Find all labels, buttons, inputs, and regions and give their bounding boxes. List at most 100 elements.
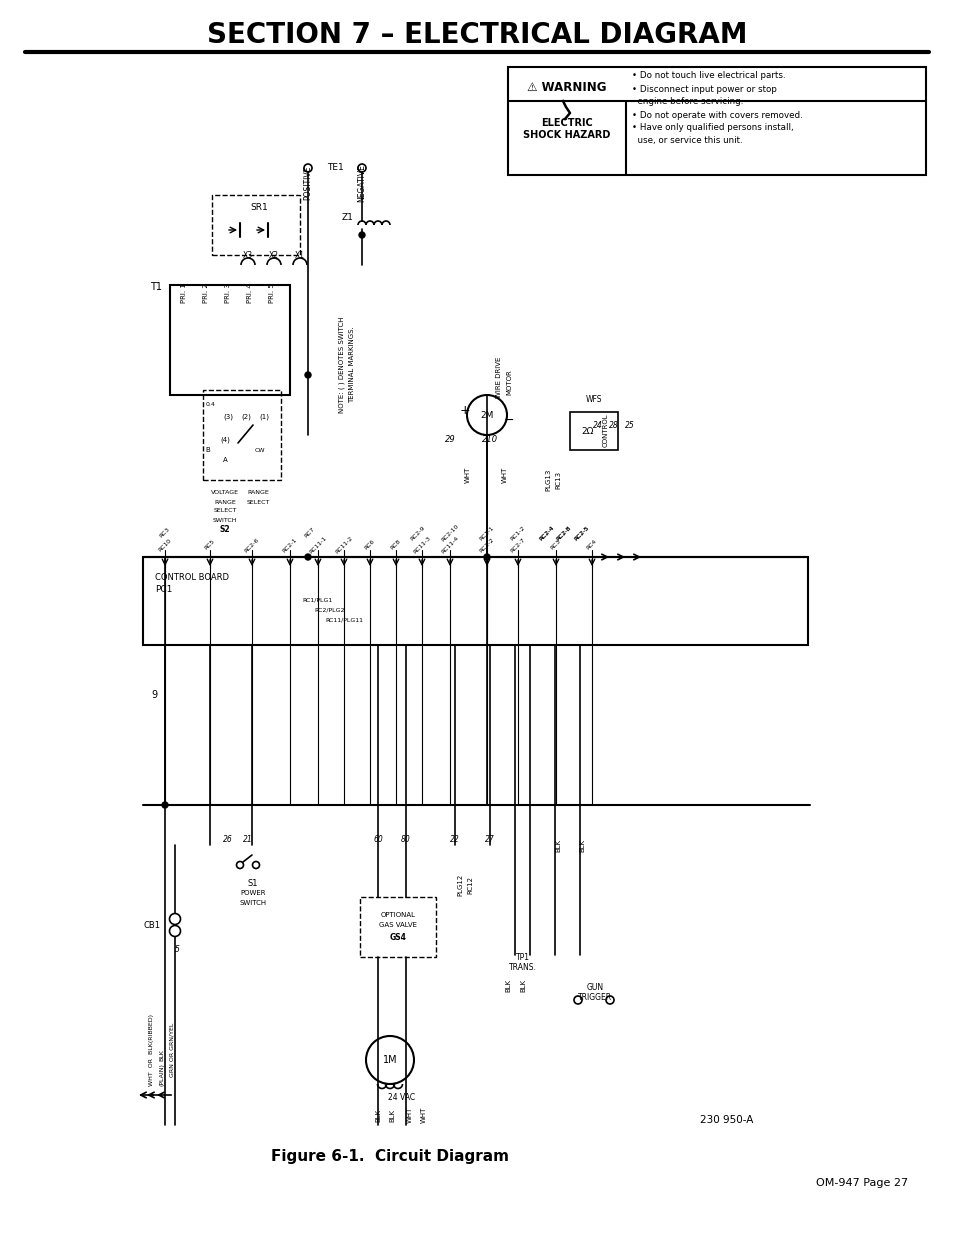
Text: SELECT: SELECT bbox=[246, 499, 270, 505]
Text: BLK: BLK bbox=[555, 839, 560, 852]
Text: 2Ω: 2Ω bbox=[581, 426, 594, 436]
Text: GRN OR GRN/YEL: GRN OR GRN/YEL bbox=[170, 1023, 174, 1077]
Text: 80: 80 bbox=[400, 836, 411, 845]
Text: POWER: POWER bbox=[240, 890, 266, 897]
Text: GAS VALVE: GAS VALVE bbox=[378, 923, 416, 927]
Text: CONTROL BOARD: CONTROL BOARD bbox=[154, 573, 229, 582]
Text: BLK: BLK bbox=[519, 978, 525, 992]
Text: RC7: RC7 bbox=[304, 527, 315, 540]
Text: RC8: RC8 bbox=[390, 538, 401, 551]
Circle shape bbox=[483, 555, 490, 559]
Text: 24 VAC: 24 VAC bbox=[388, 1093, 416, 1103]
Text: ELECTRIC: ELECTRIC bbox=[540, 119, 592, 128]
Text: CONTROL: CONTROL bbox=[602, 414, 608, 447]
Bar bbox=[212, 195, 299, 254]
Text: RC2-5: RC2-5 bbox=[573, 525, 590, 541]
Text: PC1: PC1 bbox=[154, 585, 172, 594]
Text: X1: X1 bbox=[294, 251, 305, 259]
Bar bbox=[170, 285, 290, 395]
Text: S2: S2 bbox=[219, 525, 230, 534]
Text: BLK: BLK bbox=[389, 1109, 395, 1121]
Text: RC3: RC3 bbox=[159, 527, 171, 540]
Text: RC2-2: RC2-2 bbox=[478, 537, 495, 553]
Text: SWITCH: SWITCH bbox=[213, 517, 237, 522]
Text: 60: 60 bbox=[373, 836, 382, 845]
Text: PLG13: PLG13 bbox=[544, 469, 551, 492]
Text: T1: T1 bbox=[150, 282, 162, 291]
Text: B: B bbox=[206, 447, 211, 453]
Text: RC2-5: RC2-5 bbox=[573, 525, 590, 541]
Text: RC11-3: RC11-3 bbox=[412, 535, 431, 555]
Text: 21: 21 bbox=[243, 836, 253, 845]
Text: 29: 29 bbox=[444, 436, 455, 445]
Text: 1M: 1M bbox=[382, 1055, 396, 1065]
Text: • Disconnect input power or stop: • Disconnect input power or stop bbox=[631, 84, 776, 94]
Text: WIRE DRIVE: WIRE DRIVE bbox=[496, 357, 501, 398]
Text: +: + bbox=[459, 404, 470, 416]
Text: PRI. 3: PRI. 3 bbox=[225, 283, 231, 303]
Text: BLK: BLK bbox=[504, 978, 511, 992]
Text: 2M: 2M bbox=[479, 410, 493, 420]
Text: (4): (4) bbox=[220, 437, 230, 443]
Text: SHOCK HAZARD: SHOCK HAZARD bbox=[523, 130, 610, 140]
Text: 25: 25 bbox=[624, 420, 634, 430]
Bar bbox=[203, 390, 281, 480]
Text: RC2-4: RC2-4 bbox=[538, 525, 555, 541]
Text: (PLAIN): (PLAIN) bbox=[159, 1063, 164, 1087]
Text: TP1: TP1 bbox=[516, 952, 530, 962]
Text: TRIGGER: TRIGGER bbox=[578, 993, 612, 1002]
Text: Z1: Z1 bbox=[342, 212, 354, 221]
Text: RC2-7: RC2-7 bbox=[509, 537, 526, 553]
Text: RC12: RC12 bbox=[467, 876, 473, 894]
Text: CB1: CB1 bbox=[144, 920, 161, 930]
Text: • Have only qualified persons install,: • Have only qualified persons install, bbox=[631, 124, 793, 132]
Text: 230 950-A: 230 950-A bbox=[700, 1115, 753, 1125]
Text: PRI. 1: PRI. 1 bbox=[181, 283, 187, 303]
Text: 26: 26 bbox=[223, 836, 233, 845]
Text: • Do not operate with covers removed.: • Do not operate with covers removed. bbox=[631, 110, 801, 120]
Text: RANGE: RANGE bbox=[213, 499, 235, 505]
Text: RC5: RC5 bbox=[204, 538, 216, 551]
Text: BLK: BLK bbox=[159, 1049, 164, 1061]
Text: −: − bbox=[503, 414, 514, 426]
Text: SELECT: SELECT bbox=[213, 509, 236, 514]
Circle shape bbox=[162, 802, 168, 808]
Text: VOLTAGE: VOLTAGE bbox=[211, 490, 239, 495]
Text: S1: S1 bbox=[248, 878, 258, 888]
Text: TRANS.: TRANS. bbox=[509, 962, 537, 972]
Text: (1): (1) bbox=[258, 414, 269, 420]
Text: PRI. 4: PRI. 4 bbox=[247, 283, 253, 303]
Text: RC11-1: RC11-1 bbox=[308, 535, 327, 555]
Text: 28: 28 bbox=[608, 420, 618, 430]
Text: RC2-8: RC2-8 bbox=[555, 525, 572, 541]
Text: use, or service this unit.: use, or service this unit. bbox=[631, 137, 741, 146]
Text: RC2-6: RC2-6 bbox=[243, 537, 260, 553]
Text: RC11-2: RC11-2 bbox=[334, 535, 354, 555]
Text: MOTOR: MOTOR bbox=[505, 369, 512, 395]
Text: WFS: WFS bbox=[585, 395, 601, 405]
Text: RANGE: RANGE bbox=[247, 490, 269, 495]
Text: RC4: RC4 bbox=[585, 538, 598, 551]
Text: PLG12: PLG12 bbox=[456, 874, 462, 897]
Text: TERMINAL MARKINGS.: TERMINAL MARKINGS. bbox=[349, 326, 355, 404]
Text: WHT  OR  BLK(RIBBED): WHT OR BLK(RIBBED) bbox=[150, 1014, 154, 1086]
Text: TE1: TE1 bbox=[326, 163, 343, 172]
Text: WHT: WHT bbox=[464, 467, 471, 483]
Text: BLK: BLK bbox=[375, 1109, 380, 1121]
Text: 24: 24 bbox=[593, 420, 602, 430]
Text: RC2-9: RC2-9 bbox=[409, 525, 426, 541]
Text: Figure 6-1.  Circuit Diagram: Figure 6-1. Circuit Diagram bbox=[271, 1150, 509, 1165]
Text: RC11-4: RC11-4 bbox=[440, 535, 459, 555]
Text: RC2-1: RC2-1 bbox=[281, 537, 298, 553]
Text: WHT: WHT bbox=[407, 1107, 413, 1123]
Text: OM-947 Page 27: OM-947 Page 27 bbox=[815, 1178, 907, 1188]
Text: 0.4: 0.4 bbox=[206, 403, 215, 408]
Circle shape bbox=[305, 555, 311, 559]
Text: WHT: WHT bbox=[501, 467, 507, 483]
Text: RC11/PLG11: RC11/PLG11 bbox=[325, 618, 363, 622]
Text: RC6: RC6 bbox=[363, 538, 375, 551]
Text: RC10: RC10 bbox=[157, 537, 172, 552]
Bar bbox=[359, 897, 436, 957]
Text: engine before servicing.: engine before servicing. bbox=[631, 98, 742, 106]
Text: PRI. 5: PRI. 5 bbox=[269, 283, 274, 303]
